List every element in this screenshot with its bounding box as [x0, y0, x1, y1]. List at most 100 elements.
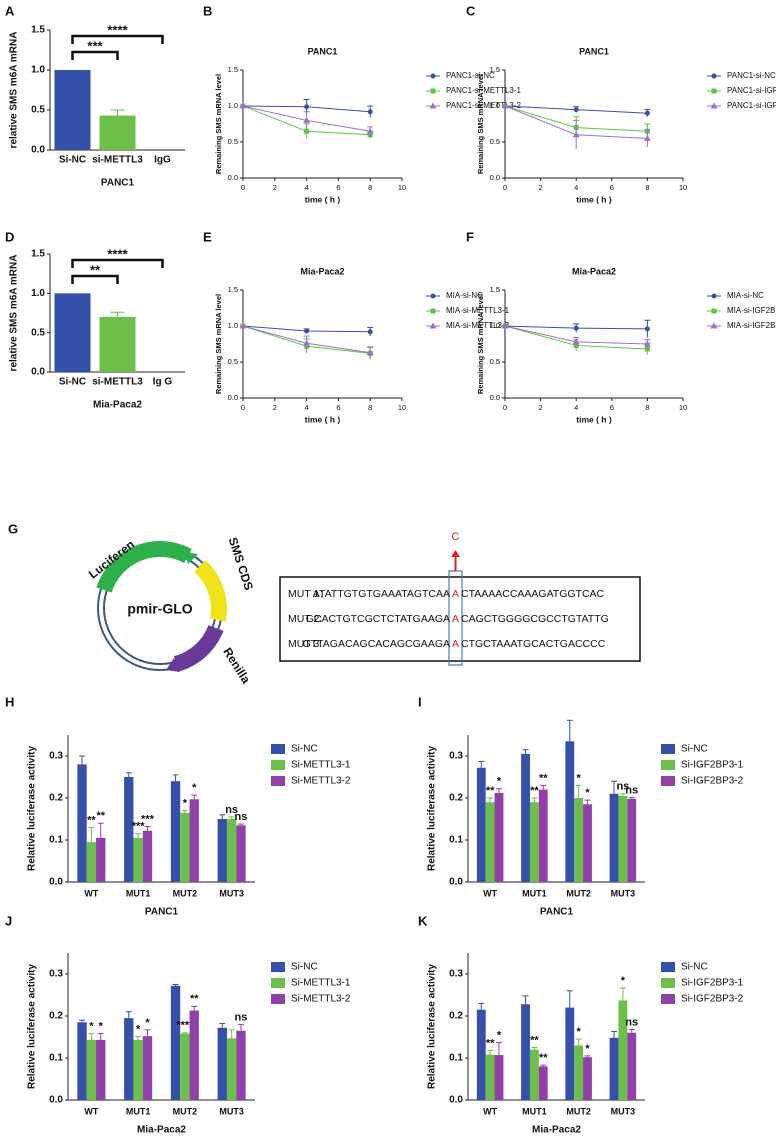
- point: [367, 109, 373, 115]
- y-tick-label: 0.0: [49, 1095, 63, 1106]
- error-bar: [125, 772, 132, 777]
- x-tick-label: 2: [539, 403, 543, 412]
- significance-label: ns: [616, 781, 629, 793]
- legend-swatch: [661, 744, 675, 754]
- axes: [504, 290, 683, 399]
- y-tick-label: 0.1: [449, 1053, 463, 1064]
- significance-label: ns: [225, 804, 238, 816]
- bar: [494, 792, 504, 882]
- error-bar: [619, 793, 626, 796]
- error-bar: [110, 311, 125, 317]
- y-tick-label: 0.3: [49, 751, 63, 762]
- point: [643, 134, 651, 141]
- point: [572, 131, 580, 138]
- bar: [86, 1039, 97, 1100]
- point: [367, 329, 373, 335]
- error-bar: [540, 784, 547, 790]
- error-bar: [219, 814, 226, 819]
- error-bar: [172, 774, 179, 782]
- bar: [583, 1057, 592, 1100]
- y-tick-label: 1.0: [228, 321, 238, 330]
- luciferase-segment: [96, 541, 192, 593]
- bar: [618, 795, 628, 882]
- significance-label: **: [87, 814, 96, 826]
- error-bar: [540, 1064, 547, 1067]
- bar: [226, 819, 237, 882]
- x-tick-label: 4: [305, 403, 309, 412]
- x-axis-label: Mia-Paca2: [532, 1125, 581, 1136]
- x-tick-label: 8: [645, 403, 649, 412]
- cds-segment: [194, 560, 227, 622]
- point: [366, 127, 374, 134]
- point: [501, 102, 509, 109]
- legend-symbol: [429, 322, 437, 329]
- x-tick-label: 0: [503, 183, 507, 192]
- bar: [609, 1037, 619, 1100]
- bar: [189, 1010, 199, 1100]
- y-tick-label: 0.5: [490, 357, 500, 366]
- bar: [217, 819, 227, 882]
- error-bar: [191, 1005, 198, 1011]
- error-bar: [478, 760, 485, 768]
- y-tick-label: 0.2: [49, 1011, 63, 1022]
- significance-label: *: [136, 1023, 141, 1035]
- x-tick-label: MUT1: [126, 1106, 151, 1116]
- sequence-before: ATATTGTGTGAAATAGTCAA: [313, 588, 450, 600]
- panel-label: I: [418, 694, 422, 709]
- legend-swatch: [661, 994, 675, 1004]
- y-tick-label: 1.5: [490, 65, 500, 74]
- x-tick-label: 4: [305, 183, 309, 192]
- legend-swatch: [661, 962, 675, 972]
- legend-symbol: [711, 73, 717, 79]
- bar: [96, 837, 106, 882]
- error-bar: [478, 1002, 485, 1010]
- legend-label: Si-IGF2BP3-1: [681, 978, 744, 989]
- error-bar: [125, 1011, 132, 1019]
- error-bar: [181, 810, 188, 813]
- x-tick-label: Ig G: [153, 377, 173, 388]
- significance-label: *: [145, 1017, 150, 1029]
- error-bar: [522, 995, 529, 1005]
- error-bar: [566, 719, 573, 742]
- bar: [226, 1038, 237, 1100]
- error-bar: [611, 1031, 618, 1038]
- y-tick-label: 1.0: [490, 101, 500, 110]
- arrow-head: [451, 550, 460, 557]
- y-tick-label: 0.2: [449, 793, 463, 804]
- y-tick-label: 0.2: [49, 793, 63, 804]
- bar: [133, 1039, 143, 1100]
- bar: [142, 830, 153, 882]
- error-bar: [172, 984, 179, 986]
- legend-label: Si-IGF2BP3-1: [681, 760, 744, 771]
- y-tick-label: 1.0: [228, 101, 238, 110]
- x-tick-label: 0: [503, 403, 507, 412]
- legend-symbol: [711, 308, 717, 314]
- panel-label: B: [203, 3, 212, 18]
- mutation-base: C: [452, 531, 460, 543]
- legend-label: MIA-si-NC: [727, 291, 764, 300]
- bar: [236, 1030, 246, 1100]
- legend-symbol: [430, 88, 436, 94]
- sequence-site: A: [452, 638, 459, 650]
- y-tick-label: 0.1: [449, 835, 463, 846]
- y-tick-label: 0.0: [228, 173, 238, 182]
- significance-label: ***: [141, 813, 155, 825]
- significance-label: ns: [235, 1011, 248, 1023]
- significance-label: **: [190, 993, 199, 1005]
- point: [573, 107, 579, 113]
- y-axis-label: Remaining SMS mRNA level: [214, 74, 223, 174]
- error-bar: [628, 797, 635, 799]
- y-axis-label: Remaining SMS mRNA level: [476, 294, 485, 394]
- axes: [242, 70, 402, 179]
- panel-label: J: [5, 913, 12, 928]
- y-tick-label: 1.0: [31, 288, 45, 299]
- point: [303, 339, 311, 346]
- point: [304, 128, 310, 134]
- bar: [217, 1027, 227, 1100]
- x-tick-label: 10: [679, 183, 687, 192]
- significance-label: *: [192, 782, 197, 794]
- error-bar: [228, 816, 235, 819]
- bar: [565, 1007, 575, 1100]
- x-axis-label: PANC1: [101, 178, 135, 189]
